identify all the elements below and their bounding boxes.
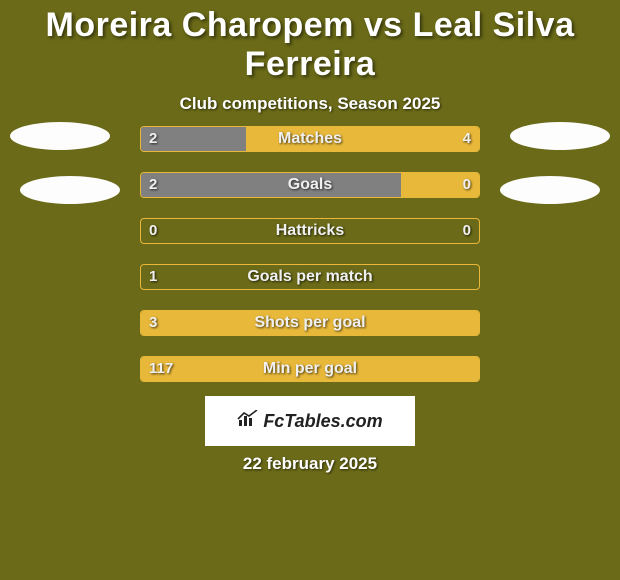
infographic-canvas: Moreira Charopem vs Leal Silva Ferreira … bbox=[0, 0, 620, 580]
date-label: 22 february 2025 bbox=[0, 454, 620, 474]
value-right: 0 bbox=[463, 222, 471, 239]
bar-track: 20Goals bbox=[140, 172, 480, 198]
logo-text: FcTables.com bbox=[263, 411, 382, 432]
comparison-chart: 24Matches20Goals00Hattricks1Goals per ma… bbox=[0, 118, 620, 394]
metric-row: 1Goals per match bbox=[0, 256, 620, 302]
metric-label: Hattricks bbox=[141, 222, 479, 240]
metric-row: 0 0Hattricks bbox=[0, 210, 620, 256]
value-right: 0 bbox=[463, 176, 471, 193]
value-left: 2 bbox=[149, 130, 157, 147]
logo-box: FcTables.com bbox=[205, 396, 415, 446]
metric-row: 117Min per goal bbox=[0, 348, 620, 394]
bar-left-fill bbox=[141, 173, 401, 197]
bar-right-fill bbox=[141, 357, 479, 381]
value-left: 1 bbox=[149, 268, 157, 285]
subtitle: Club competitions, Season 2025 bbox=[0, 94, 620, 114]
value-right: 4 bbox=[463, 130, 471, 147]
bar-track: 0 0Hattricks bbox=[140, 218, 480, 244]
bar-track: 117Min per goal bbox=[140, 356, 480, 382]
value-left: 0 bbox=[149, 222, 157, 239]
bar-track: 3Shots per goal bbox=[140, 310, 480, 336]
bar-right-fill bbox=[141, 311, 479, 335]
value-left: 117 bbox=[149, 360, 173, 377]
value-left: 3 bbox=[149, 314, 157, 331]
metric-label: Goals per match bbox=[141, 268, 479, 286]
metric-row: 3Shots per goal bbox=[0, 302, 620, 348]
bar-right-fill bbox=[246, 127, 479, 151]
bar-track: 24Matches bbox=[140, 126, 480, 152]
metric-row: 24Matches bbox=[0, 118, 620, 164]
chart-icon bbox=[237, 410, 259, 433]
page-title: Moreira Charopem vs Leal Silva Ferreira bbox=[0, 0, 620, 84]
metric-row: 20Goals bbox=[0, 164, 620, 210]
value-left: 2 bbox=[149, 176, 157, 193]
bar-track: 1Goals per match bbox=[140, 264, 480, 290]
